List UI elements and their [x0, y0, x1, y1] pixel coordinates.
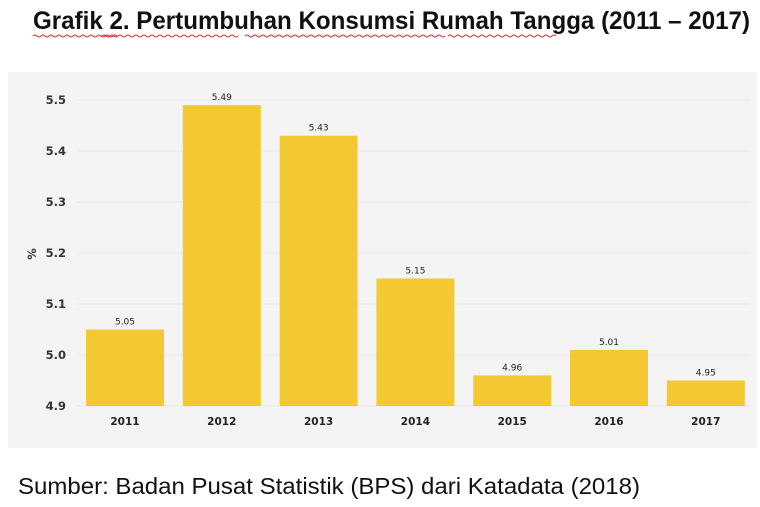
y-axis: 4.9 5.0 5.1 5.2 5.3 5.4 5.5: [46, 93, 66, 413]
x-tick-label: 2017: [691, 416, 720, 428]
bar-2011: [86, 329, 164, 406]
y-tick-label: 5.4: [46, 144, 66, 158]
chart-title: Grafik 2. Pertumbuhan Konsumsi Rumah Tan…: [33, 7, 750, 35]
bar-2016: [570, 349, 648, 406]
x-axis: 2011 2012 2013 2014 2015 2016 2017: [110, 416, 720, 428]
source-note: Sumber: Badan Pusat Statistik (BPS) dari…: [18, 473, 640, 499]
bar-2014: [376, 278, 455, 406]
x-tick-label: 2012: [207, 416, 236, 428]
x-tick-label: 2016: [594, 416, 623, 428]
data-label: 4.95: [696, 369, 716, 379]
data-label: 5.43: [309, 124, 329, 134]
y-tick-label: 4.9: [46, 399, 66, 413]
spellcheck-underlines: [32, 34, 557, 38]
y-tick-label: 5.3: [46, 195, 66, 209]
x-tick-label: 2014: [401, 416, 430, 428]
y-tick-label: 5.5: [46, 93, 66, 107]
data-label: 4.96: [502, 363, 522, 373]
y-axis-label: %: [25, 248, 39, 260]
x-tick-label: 2011: [110, 416, 139, 428]
bar-2012: [182, 105, 261, 406]
y-tick-label: 5.2: [46, 246, 66, 260]
bar-2013: [279, 135, 358, 406]
x-tick-label: 2013: [304, 416, 333, 428]
bar-2015: [473, 375, 552, 406]
data-label: 5.15: [405, 267, 425, 277]
data-label: 5.01: [599, 338, 619, 348]
y-tick-label: 5.0: [46, 348, 66, 362]
x-tick-label: 2015: [498, 416, 527, 428]
bars: 5.05 5.49 5.43 5.15 4.96 5.01 4.95: [86, 93, 745, 406]
y-tick-label: 5.1: [46, 297, 66, 311]
bar-2017: [666, 380, 745, 406]
data-label: 5.05: [115, 318, 135, 328]
data-label: 5.49: [212, 93, 232, 103]
